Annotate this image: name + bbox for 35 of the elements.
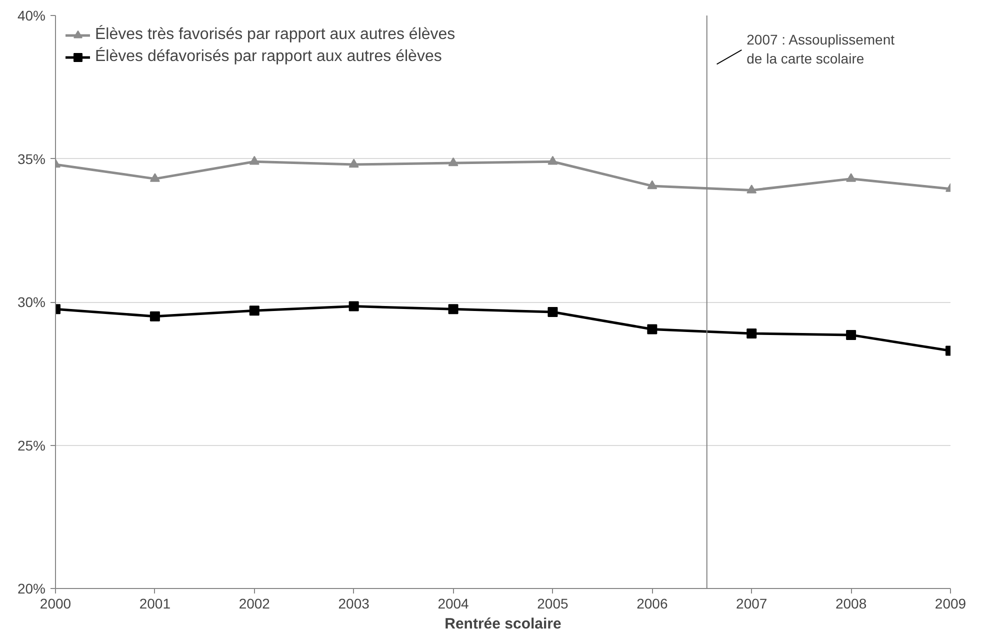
point [647, 180, 658, 190]
y-tick-label: 40% [17, 8, 46, 24]
point [548, 156, 558, 165]
point [647, 324, 658, 334]
y-tick-label: 20% [17, 580, 46, 596]
point [249, 306, 260, 316]
point [846, 330, 856, 340]
point [746, 184, 757, 194]
y-tick-label: 30% [17, 294, 46, 310]
point [348, 301, 359, 312]
legend-label: Élèves défavorisés par rapport aux autres élèves [95, 48, 442, 66]
x-axis-title: Rentrée scolaire [444, 616, 562, 632]
x-tick-label: 2001 [139, 596, 171, 612]
point [249, 156, 260, 165]
x-tick-label: 2003 [338, 596, 370, 612]
point [150, 311, 160, 322]
x-tick-label: 2008 [835, 596, 867, 612]
y-tick-label: 35% [17, 150, 46, 167]
x-tick-label: 2002 [238, 596, 270, 612]
x-tick-label: 2000 [40, 596, 72, 612]
legend-label: Élèves très favorisés par rapport aux autres élèves [95, 26, 456, 44]
point [448, 304, 458, 314]
point [150, 173, 160, 182]
x-tick-label: 2005 [537, 596, 569, 612]
x-tick-label: 2006 [636, 596, 668, 612]
point [448, 157, 458, 166]
x-tick-label: 2009 [934, 596, 966, 612]
point [348, 158, 359, 168]
point [548, 307, 558, 318]
ref-line-label: 2007 : Assouplissement de la carte scolaire [746, 31, 895, 66]
x-tick-label: 2007 [736, 596, 768, 612]
y-tick-label: 25% [17, 437, 46, 454]
x-tick-label: 2004 [438, 596, 470, 612]
point [746, 328, 757, 339]
point [846, 173, 856, 182]
